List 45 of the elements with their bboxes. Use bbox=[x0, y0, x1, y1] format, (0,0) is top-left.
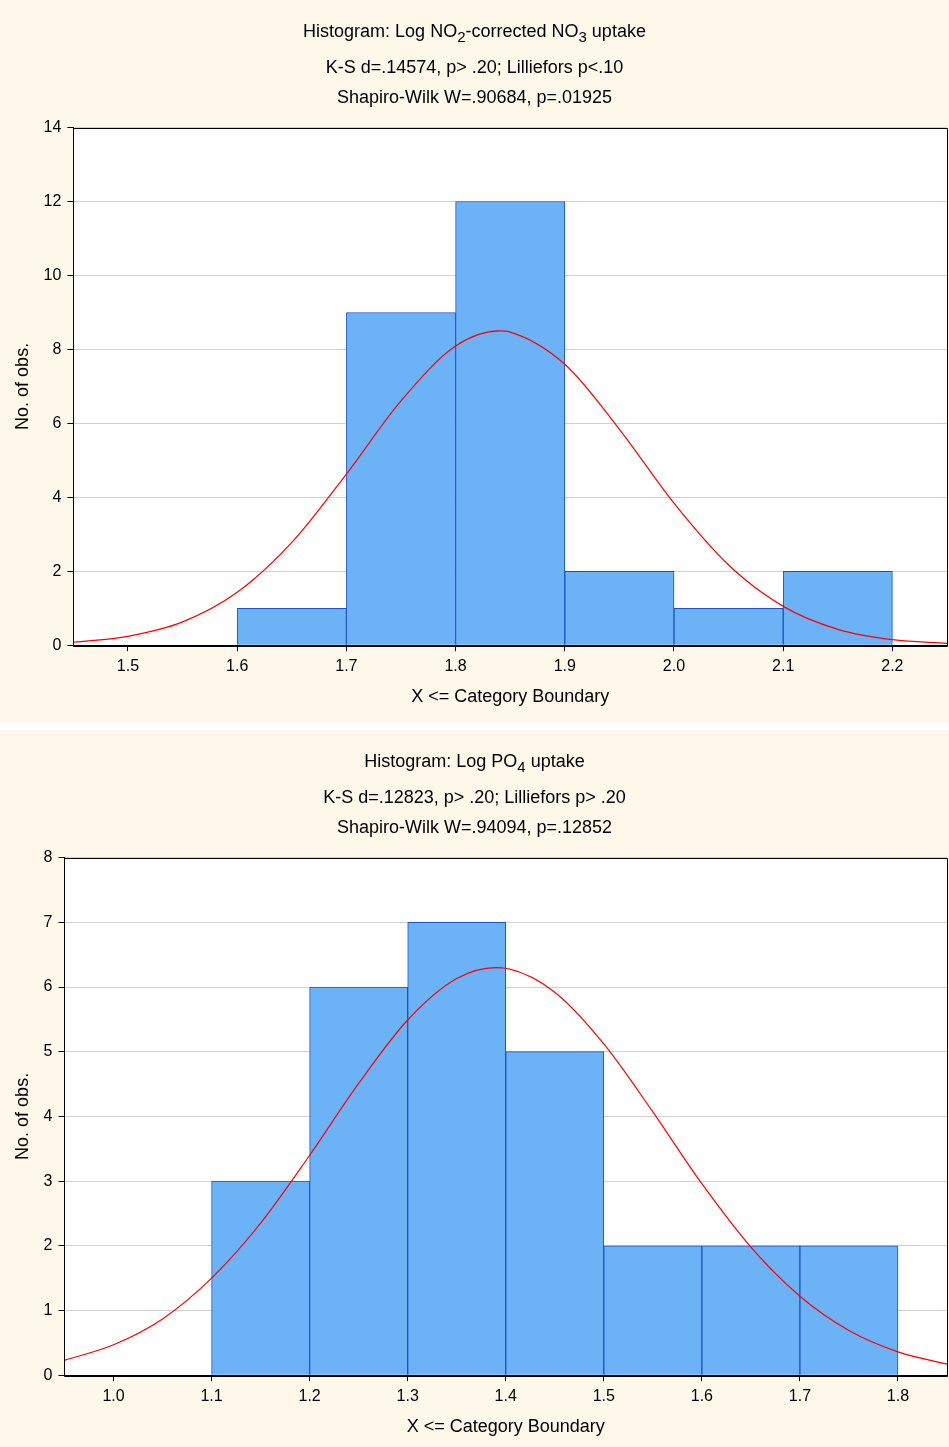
y-tick-label: 6 bbox=[43, 977, 53, 995]
x-tick-label: 1.8 bbox=[886, 1387, 910, 1405]
x-tick-label: 1.7 bbox=[335, 657, 358, 675]
x-tick-label: 1.1 bbox=[200, 1387, 223, 1405]
text: Shapiro-Wilk W=.94094, p=.12852 bbox=[335, 815, 614, 839]
y-axis-title: No. of obs. bbox=[11, 342, 32, 430]
x-tick-label: 1.4 bbox=[494, 1387, 517, 1405]
y-axis-title: No. of obs. bbox=[11, 1072, 32, 1160]
line-series bbox=[63, 966, 948, 1365]
y-tick-label: 3 bbox=[43, 1171, 53, 1189]
x-tick-label: 1.6 bbox=[690, 1387, 714, 1405]
y-tick-label: 10 bbox=[43, 265, 62, 283]
y-tick-label: 7 bbox=[43, 912, 53, 930]
x-tick-label: 1.9 bbox=[553, 657, 577, 675]
y-tick-label: 4 bbox=[43, 1106, 53, 1124]
x-tick-label: 1.5 bbox=[116, 657, 140, 675]
x-tick-label: 2.1 bbox=[772, 657, 795, 675]
x-axis-title: X <= Category Boundary bbox=[406, 1416, 605, 1437]
x-tick-label: 1.2 bbox=[298, 1387, 321, 1405]
y-tick-label: 2 bbox=[43, 1236, 53, 1254]
y-tick-label: 0 bbox=[43, 1365, 53, 1383]
x-tick-label: 1.3 bbox=[396, 1387, 419, 1405]
text: Shapiro-Wilk W=.90684, p=.01925 bbox=[335, 85, 614, 109]
y-tick-label: 2 bbox=[52, 561, 62, 579]
chart-subtitle: K-S d=.14574, p> .20; Lilliefors p<.10 bbox=[324, 55, 625, 79]
x-tick-label: 1.7 bbox=[788, 1387, 812, 1405]
x-tick-label: 1.8 bbox=[444, 657, 467, 675]
y-tick-label: 14 bbox=[43, 118, 62, 136]
y-tick-label: 5 bbox=[43, 1042, 53, 1060]
x-tick-label: 2.2 bbox=[881, 657, 904, 675]
y-tick-label: 12 bbox=[43, 191, 62, 209]
chart-title: Histogram: Log PO$_{4}$ uptake bbox=[363, 750, 586, 777]
x-tick-label: 1.5 bbox=[592, 1387, 616, 1405]
chart-title: Histogram: Log NO$_{2}$-corrected NO$_{3}$ uptake bbox=[302, 20, 647, 47]
x-axis-title: X <= Category Boundary bbox=[411, 686, 610, 707]
y-tick-label: 1 bbox=[43, 1300, 53, 1318]
chart-subtitle: K-S d=.12823, p> .20; Lilliefors p> .20 bbox=[322, 785, 627, 809]
y-tick-label: 8 bbox=[52, 339, 62, 357]
y-tick-label: 0 bbox=[52, 635, 62, 653]
x-tick-label: 2.0 bbox=[662, 657, 686, 675]
y-tick-label: 6 bbox=[52, 413, 62, 431]
y-tick-label: 4 bbox=[52, 487, 62, 505]
x-tick-label: 1.0 bbox=[102, 1387, 125, 1405]
y-tick-label: 8 bbox=[43, 848, 53, 866]
x-tick-label: 1.6 bbox=[226, 657, 249, 675]
